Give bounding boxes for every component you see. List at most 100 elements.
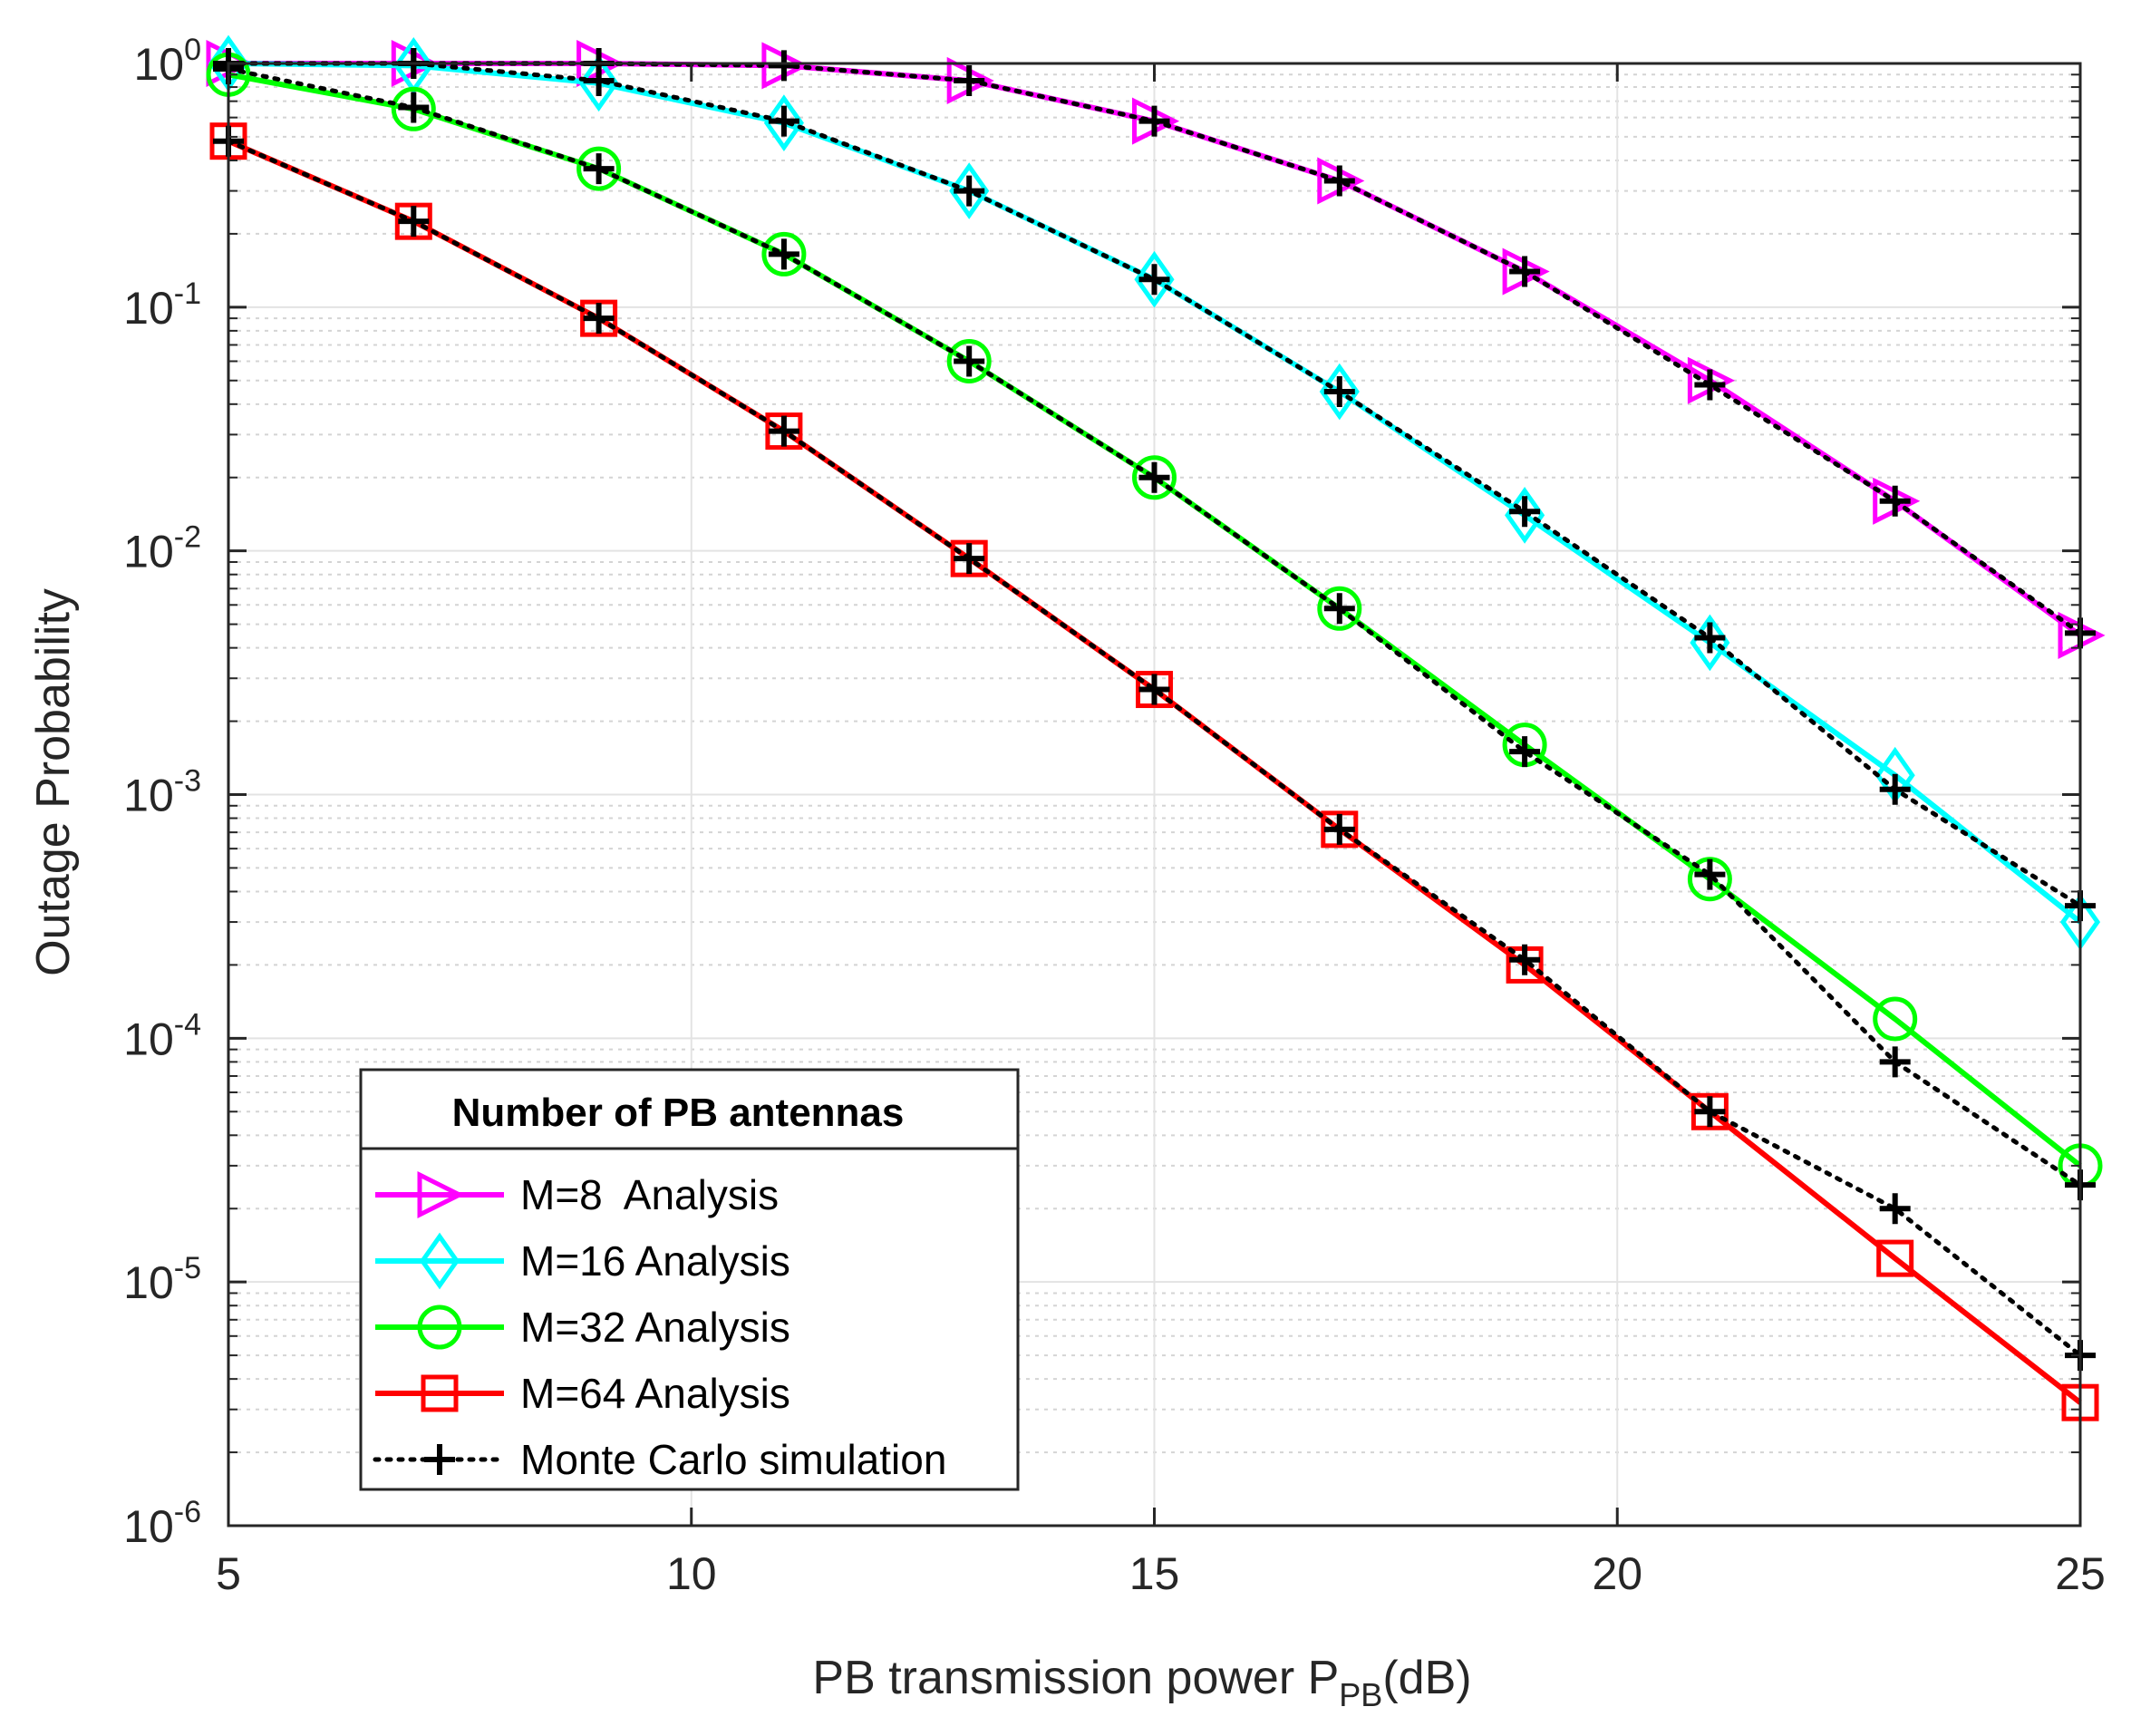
simulation-point — [768, 105, 799, 137]
simulation-point — [583, 64, 615, 96]
analysis-point — [394, 202, 432, 240]
simulation-point — [954, 175, 985, 207]
y-tick-label: 10-4 — [123, 1007, 201, 1064]
simulation-point — [1879, 485, 1911, 517]
y-tick-label: 10-2 — [123, 520, 201, 577]
analysis-point — [580, 299, 618, 337]
analysis-point — [576, 146, 622, 191]
legend-entry: M=32 Analysis — [375, 1304, 790, 1351]
x-tick-label: 25 — [2055, 1548, 2106, 1599]
legend-marker — [419, 1232, 460, 1290]
y-tick-label: 100 — [133, 33, 201, 90]
y-tick-label-base: 10 — [123, 1013, 174, 1064]
y-tick-label-base: 10 — [123, 1501, 174, 1552]
simulation-point — [1509, 256, 1541, 287]
analysis-point — [1876, 1239, 1914, 1277]
analysis-point — [1873, 996, 1918, 1042]
analysis-point — [763, 94, 804, 151]
tick-marks — [227, 62, 2082, 1527]
simulation-line — [226, 66, 2083, 1188]
simulation-point — [398, 206, 430, 238]
analysis-point — [1505, 487, 1545, 544]
x-axis-title-suffix: (dB) — [1382, 1652, 1471, 1704]
analysis-point — [949, 162, 990, 219]
y-tick-label-exponent: -6 — [174, 1495, 201, 1529]
legend: Number of PB antennas M=8 Analysis M=16 A… — [359, 1068, 1020, 1491]
simulation-point — [583, 303, 615, 335]
legend-marker — [417, 1304, 462, 1350]
analysis-point — [1317, 586, 1362, 631]
y-tick-label-base: 10 — [123, 1257, 174, 1308]
simulation-point — [1323, 165, 1355, 197]
y-tick-label-base: 10 — [123, 283, 174, 334]
analysis-point — [1136, 671, 1173, 709]
legend-entry: Monte Carlo simulation — [373, 1436, 946, 1483]
simulation-point — [1694, 369, 1726, 401]
y-tick-label: 10-6 — [123, 1495, 201, 1552]
x-tick-label: 5 — [216, 1548, 241, 1599]
analysis-point — [1132, 455, 1177, 500]
simulation-point — [1509, 736, 1541, 768]
y-tick-label-exponent: 0 — [184, 33, 201, 67]
y-tick-label-exponent: -4 — [174, 1007, 201, 1042]
y-tick-label-exponent: -1 — [174, 276, 201, 311]
simulation-point — [1323, 593, 1355, 625]
y-tick-label-exponent: -5 — [174, 1251, 201, 1285]
legend-label: M=64 Analysis — [520, 1370, 790, 1417]
y-tick-label-base: 10 — [123, 527, 174, 577]
legend-entry: M=16 Analysis — [375, 1232, 790, 1290]
y-tick-label-exponent: -3 — [174, 764, 201, 799]
simulation-line — [226, 139, 2083, 1358]
legend-title: Number of PB antennas — [452, 1091, 905, 1135]
simulation-point — [1879, 1046, 1911, 1078]
y-tick-label: 10-5 — [123, 1251, 201, 1308]
x-axis-title: PB transmission power PPB(dB) — [812, 1652, 1471, 1713]
legend-label: Monte Carlo simulation — [520, 1436, 946, 1483]
y-tick-label-base: 10 — [123, 771, 174, 821]
analysis-point — [1321, 810, 1359, 849]
analysis-point — [950, 539, 988, 577]
simulation-point — [398, 92, 430, 123]
x-axis-title-subscript: PB — [1339, 1676, 1382, 1713]
simulation-point — [768, 238, 799, 270]
simulation-point — [1323, 813, 1355, 845]
analysis-point — [391, 86, 436, 131]
y-axis-title: Outage Probability — [27, 588, 80, 976]
series-layer — [206, 34, 2106, 1421]
simulation-point — [954, 345, 985, 377]
simulation-point — [1694, 1096, 1726, 1128]
legend-label: M=32 Analysis — [520, 1304, 790, 1351]
simulation-point — [1138, 264, 1170, 296]
simulation-point — [954, 543, 985, 575]
simulation-point — [1694, 622, 1726, 654]
x-tick-label: 15 — [1129, 1548, 1180, 1599]
legend-entry: M=8 Analysis — [375, 1170, 779, 1219]
y-tick-label: 10-1 — [123, 276, 201, 334]
legend-entry: M=64 Analysis — [375, 1370, 790, 1417]
y-tick-label-base: 10 — [133, 39, 184, 90]
simulation-point — [768, 415, 799, 447]
x-tick-label: 10 — [666, 1548, 717, 1599]
x-tick-labels: 5 10 15 20 25 — [216, 1548, 2106, 1599]
simulation-point — [1138, 105, 1170, 137]
legend-box — [359, 1068, 1020, 1491]
analysis-point — [1134, 250, 1175, 308]
analysis-point — [1690, 1092, 1729, 1130]
legend-label: M=8 Analysis — [520, 1171, 779, 1218]
analysis-point — [946, 338, 992, 383]
analysis-point — [761, 231, 807, 276]
legend-entries: M=8 Analysis M=16 Analysis M=32 Analysis M=… — [373, 1170, 946, 1483]
simulation-line — [226, 61, 2083, 908]
simulation-point — [1879, 1193, 1911, 1225]
analysis-point — [765, 412, 803, 451]
simulation-point — [1323, 376, 1355, 408]
simulation-point — [1138, 461, 1170, 493]
legend-marker — [421, 1374, 459, 1412]
simulation-point — [1694, 858, 1726, 890]
simulation-point — [1509, 944, 1541, 975]
analysis-point — [1690, 614, 1730, 672]
legend-label: M=16 Analysis — [520, 1237, 790, 1285]
simulation-point — [1138, 674, 1170, 705]
legend-marker — [424, 1444, 455, 1475]
